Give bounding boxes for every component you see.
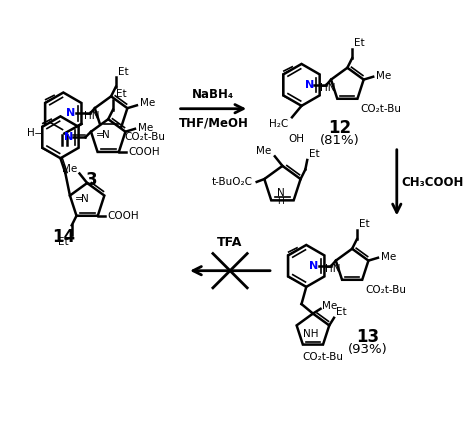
Text: Me: Me <box>138 123 153 133</box>
Text: HN: HN <box>325 264 341 274</box>
Text: Et: Et <box>118 67 128 77</box>
Polygon shape <box>336 249 368 280</box>
Text: CH₃COOH: CH₃COOH <box>401 176 464 189</box>
Text: H—C: H—C <box>27 129 53 138</box>
Text: NH: NH <box>303 328 319 339</box>
Text: Me: Me <box>381 252 396 262</box>
Text: Et: Et <box>116 90 127 99</box>
Text: Me: Me <box>140 99 155 108</box>
Text: CO₂t-Bu: CO₂t-Bu <box>365 284 406 295</box>
Text: H₂C: H₂C <box>269 119 288 129</box>
Text: Me: Me <box>256 146 271 155</box>
Polygon shape <box>91 119 126 152</box>
Text: CO₂t-Bu: CO₂t-Bu <box>124 132 165 142</box>
Text: =: = <box>75 194 84 204</box>
Text: 13: 13 <box>356 328 380 346</box>
Polygon shape <box>264 166 301 200</box>
Text: OH: OH <box>289 134 305 144</box>
Text: 3: 3 <box>86 171 98 189</box>
Text: HN: HN <box>320 83 336 93</box>
Text: N: N <box>66 108 76 118</box>
Text: N: N <box>82 194 89 204</box>
Text: t-BuO₂C: t-BuO₂C <box>212 177 253 187</box>
Text: N: N <box>310 261 319 271</box>
Text: NaBH₄: NaBH₄ <box>192 88 235 101</box>
Polygon shape <box>42 116 79 158</box>
Text: N: N <box>64 132 73 142</box>
Polygon shape <box>283 64 319 106</box>
Text: Me: Me <box>63 164 78 174</box>
Polygon shape <box>70 183 104 216</box>
Text: Et: Et <box>58 237 69 247</box>
Polygon shape <box>288 250 314 282</box>
Text: 14: 14 <box>52 228 75 246</box>
Text: Et: Et <box>336 307 346 317</box>
Text: Et: Et <box>309 149 320 159</box>
Polygon shape <box>45 97 71 130</box>
Text: N: N <box>102 130 110 140</box>
Polygon shape <box>42 121 68 154</box>
Polygon shape <box>297 314 329 345</box>
Text: O: O <box>60 146 69 159</box>
Text: HN: HN <box>84 112 100 121</box>
Text: COOH: COOH <box>107 211 139 221</box>
Text: 12: 12 <box>328 119 351 137</box>
Polygon shape <box>331 68 364 99</box>
Text: (93%): (93%) <box>348 343 388 356</box>
Text: =: = <box>96 130 105 140</box>
Text: COOH: COOH <box>128 147 160 157</box>
Text: CO₂t-Bu: CO₂t-Bu <box>302 352 344 362</box>
Text: Me: Me <box>322 301 337 311</box>
Text: Et: Et <box>359 219 369 229</box>
Text: N: N <box>305 80 314 90</box>
Polygon shape <box>288 245 324 287</box>
Text: H: H <box>277 197 284 206</box>
Text: Et: Et <box>354 38 365 48</box>
Text: Me: Me <box>376 71 392 81</box>
Text: CO₂t-Bu: CO₂t-Bu <box>360 103 401 113</box>
Polygon shape <box>95 96 128 127</box>
Text: N: N <box>277 188 284 198</box>
Text: THF/MeOH: THF/MeOH <box>178 116 248 129</box>
Polygon shape <box>283 69 309 101</box>
Text: TFA: TFA <box>218 236 243 249</box>
Text: (81%): (81%) <box>320 134 359 146</box>
Polygon shape <box>45 93 82 134</box>
